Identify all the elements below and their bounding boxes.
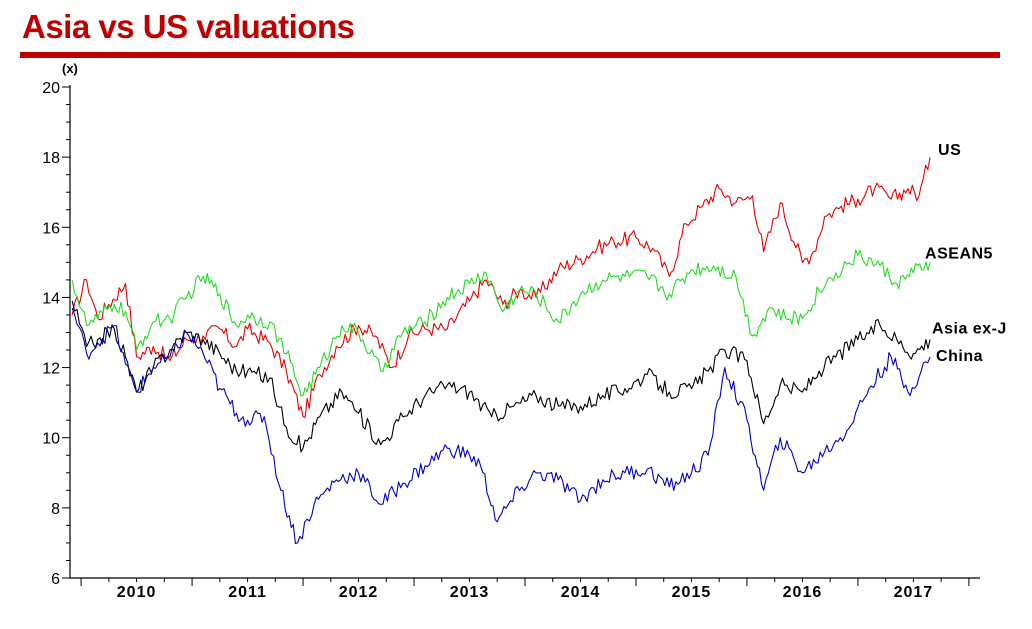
series-label-asean5: ASEAN5 (925, 245, 993, 262)
x-tick-label: 2015 (672, 584, 712, 601)
x-tick-label: 2012 (339, 584, 379, 601)
axes: 6 8 10 12 14 16 18 20(x) 2010 2011 2012 2013 2014 201… (42, 61, 980, 601)
series-line-asean5 (71, 249, 931, 397)
x-tick-label: 2011 (228, 584, 267, 601)
x-tick-label: 2016 (783, 584, 823, 601)
series-label-china: China (936, 348, 983, 365)
x-tick-label: 2017 (894, 584, 934, 601)
series-line-asia-ex-j (71, 300, 931, 453)
chart-title: Asia vs US valuations (22, 8, 355, 45)
series-label-asia-ex-j: Asia ex-J (932, 321, 1007, 338)
series-lines (71, 157, 931, 545)
title-rule (20, 52, 1000, 58)
y-axis-unit-label: (x) (62, 61, 78, 76)
y-tick-label: 14 (42, 290, 60, 307)
series-label-us: US (938, 142, 961, 159)
y-tick-label: 6 (51, 571, 60, 588)
y-tick-label: 20 (42, 80, 60, 97)
x-tick-label: 2013 (450, 584, 490, 601)
y-tick-label: 10 (42, 431, 60, 448)
series-line-china (71, 307, 931, 545)
y-tick-label: 12 (42, 361, 60, 378)
y-tick-label: 16 (42, 220, 60, 237)
y-tick-label: 8 (51, 501, 60, 518)
series-line-us (71, 157, 931, 418)
x-tick-label: 2010 (117, 584, 157, 601)
series-labels: US ASEAN5 Asia ex-J China (925, 142, 1007, 365)
y-tick-label: 18 (42, 150, 60, 167)
x-tick-label: 2014 (561, 584, 601, 601)
